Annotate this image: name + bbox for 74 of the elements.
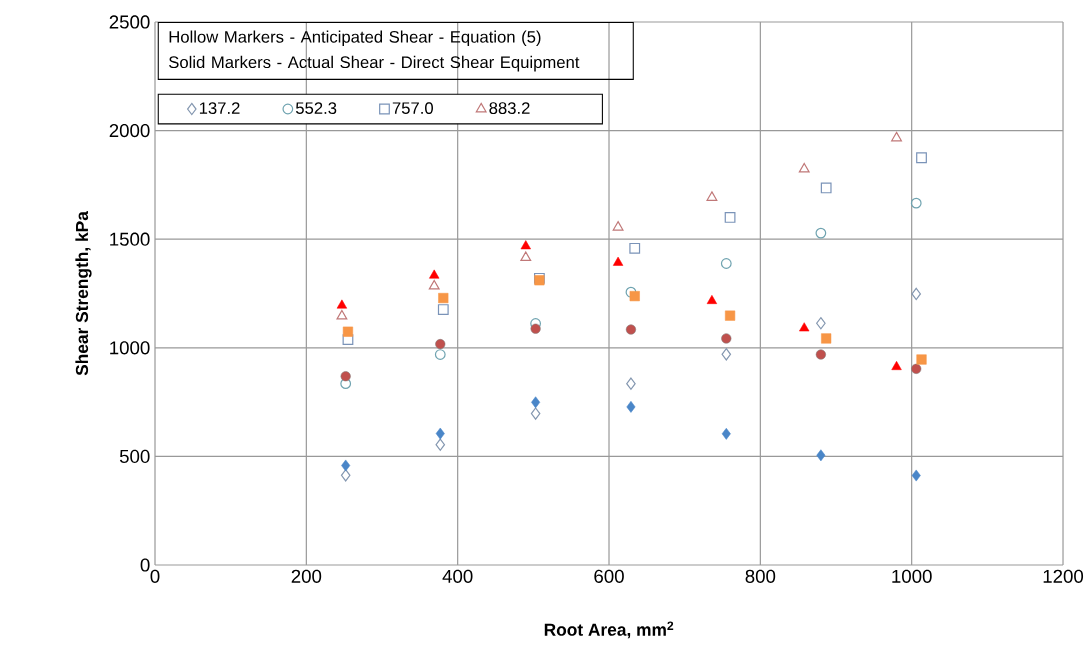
point bbox=[435, 427, 445, 440]
point bbox=[342, 326, 354, 337]
x-tick-label: 1200 bbox=[1043, 569, 1084, 583]
y-tick-label: 1500 bbox=[110, 232, 150, 246]
point bbox=[437, 304, 449, 315]
point bbox=[341, 459, 351, 472]
point bbox=[336, 309, 348, 320]
point bbox=[429, 269, 440, 279]
point bbox=[612, 221, 624, 231]
point bbox=[531, 396, 541, 409]
point bbox=[721, 427, 731, 440]
point bbox=[428, 279, 440, 290]
legend-label: 137.2 bbox=[199, 102, 240, 115]
legend-label: 757.0 bbox=[392, 102, 433, 115]
point bbox=[725, 310, 736, 321]
point bbox=[891, 361, 902, 370]
point bbox=[438, 292, 449, 304]
point bbox=[911, 363, 922, 374]
point bbox=[625, 286, 637, 298]
y-tick-label: 2500 bbox=[109, 15, 150, 29]
y-tick-label: 1000 bbox=[110, 341, 150, 355]
y-tick-label: 0 bbox=[140, 558, 150, 572]
point bbox=[721, 333, 732, 344]
annotation: Hollow Markers - Anticipated Shear - Equation (5) bbox=[169, 30, 541, 47]
point bbox=[340, 469, 351, 482]
point bbox=[435, 339, 446, 350]
point bbox=[336, 299, 348, 309]
point bbox=[724, 212, 736, 223]
point bbox=[706, 191, 718, 201]
point bbox=[820, 182, 832, 194]
point bbox=[911, 469, 921, 482]
point bbox=[520, 251, 532, 262]
point bbox=[625, 324, 637, 335]
point bbox=[815, 349, 826, 360]
point bbox=[340, 371, 351, 382]
point bbox=[626, 377, 636, 390]
point bbox=[798, 162, 810, 173]
point bbox=[891, 131, 902, 142]
point bbox=[342, 334, 354, 345]
point bbox=[815, 227, 827, 239]
y-tick-label: 2000 bbox=[109, 123, 150, 138]
point bbox=[629, 291, 640, 302]
point bbox=[816, 317, 826, 330]
legend-label: 883.2 bbox=[489, 102, 530, 115]
x-tick-label: 800 bbox=[745, 569, 776, 583]
x-tick-label: 600 bbox=[594, 569, 624, 583]
point bbox=[530, 323, 541, 334]
point bbox=[629, 242, 641, 254]
point bbox=[612, 256, 624, 266]
point bbox=[721, 348, 732, 361]
point bbox=[435, 438, 446, 451]
point bbox=[626, 401, 636, 413]
x-tick-label: 200 bbox=[291, 569, 322, 583]
point bbox=[530, 407, 541, 420]
point bbox=[821, 333, 832, 344]
x-axis-title: Root Area, mm$^{2}$ bbox=[544, 621, 674, 639]
annotation: Solid Markers - Actual Shear - Direct Shear Equipment bbox=[169, 55, 580, 72]
y-tick-label: 500 bbox=[119, 449, 150, 464]
point bbox=[706, 295, 718, 304]
point bbox=[720, 258, 732, 269]
point bbox=[816, 449, 826, 462]
point bbox=[916, 354, 927, 365]
x-tick-label: 0 bbox=[150, 569, 160, 583]
point bbox=[911, 287, 922, 301]
point bbox=[520, 240, 531, 250]
y-axis-title: Shear Strength, kPa bbox=[75, 211, 92, 376]
point bbox=[910, 197, 922, 209]
point bbox=[799, 322, 810, 332]
point bbox=[916, 152, 927, 164]
point bbox=[340, 378, 352, 390]
point bbox=[434, 349, 446, 360]
legend-label: 552.3 bbox=[295, 102, 337, 115]
x-tick-label: 1000 bbox=[892, 569, 932, 583]
x-tick-label: 400 bbox=[442, 569, 473, 583]
